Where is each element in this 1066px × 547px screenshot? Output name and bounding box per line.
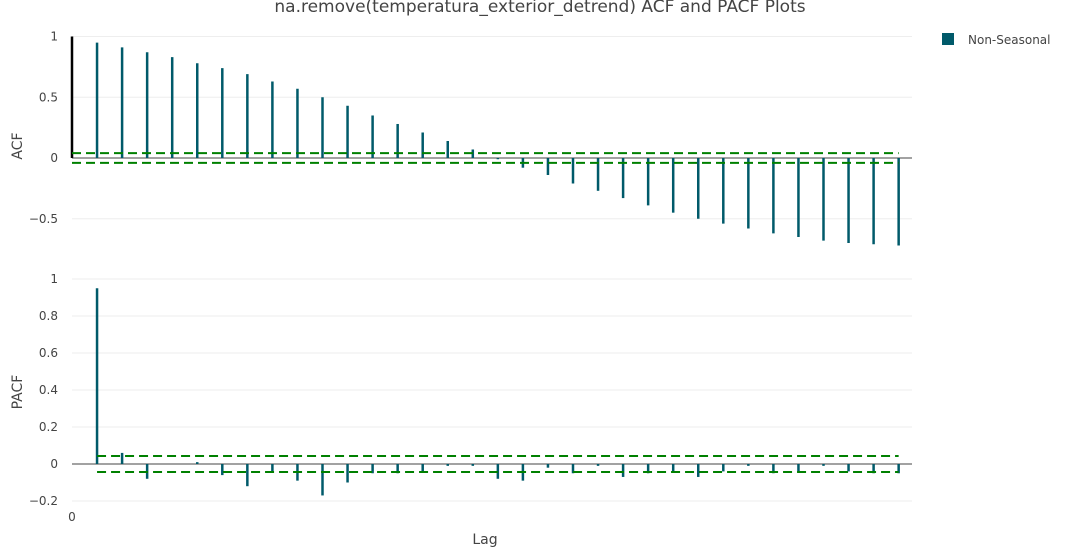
acf-y-tick-label: −0.5 xyxy=(29,212,58,226)
pacf-y-tick-label: 0.2 xyxy=(39,420,58,434)
pacf-y-tick-label: −0.2 xyxy=(29,494,58,508)
acf-y-tick-label: 0 xyxy=(50,151,58,165)
pacf-y-axis-title: PACF xyxy=(10,375,26,410)
acf-panel: 1 0.5 0 −0.5 ACF xyxy=(10,30,912,246)
pacf-y-tick-label: 0.8 xyxy=(39,309,58,323)
acf-bars xyxy=(70,36,900,246)
pacf-gridlines xyxy=(72,278,912,502)
pacf-y-tick-label: 0 xyxy=(50,457,58,471)
legend-label: Non-Seasonal xyxy=(968,33,1051,47)
acf-y-axis-title: ACF xyxy=(10,132,26,159)
acf-y-tick-label: 0.5 xyxy=(39,90,58,104)
pacf-panel: 1 0.8 0.6 0.4 0.2 0 −0.2 PACF xyxy=(10,272,912,508)
acf-y-tick-labels: 1 0.5 0 −0.5 xyxy=(29,30,58,226)
acf-gridlines xyxy=(72,36,912,220)
pacf-y-tick-label: 0.4 xyxy=(39,383,58,397)
x-tick-label-0: 0 xyxy=(68,510,76,524)
pacf-bars xyxy=(95,288,900,496)
acf-y-tick-label: 1 xyxy=(50,30,58,44)
pacf-y-tick-label: 0.6 xyxy=(39,346,58,360)
chart-title: na.remove(temperatura_exterior_detrend) … xyxy=(274,0,805,17)
pacf-y-tick-labels: 1 0.8 0.6 0.4 0.2 0 −0.2 xyxy=(29,272,58,508)
legend[interactable]: Non-Seasonal xyxy=(942,33,1051,47)
legend-swatch xyxy=(942,33,954,45)
x-axis-title: Lag xyxy=(472,532,497,547)
pacf-y-tick-label: 1 xyxy=(50,272,58,286)
